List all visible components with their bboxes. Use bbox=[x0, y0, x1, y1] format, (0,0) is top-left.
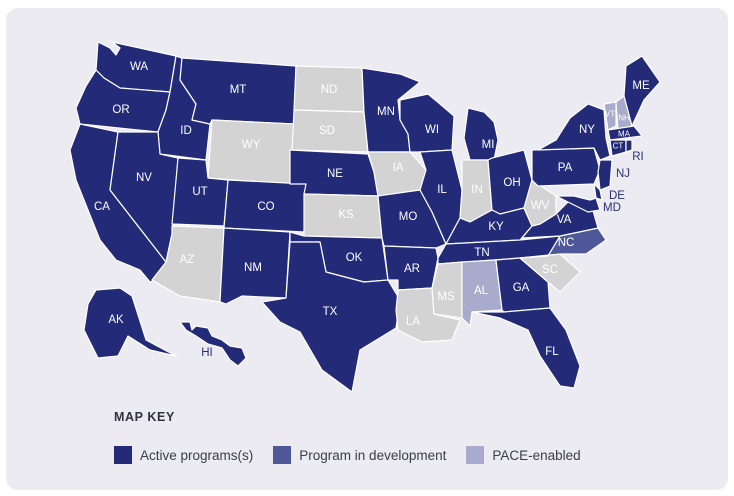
state-label-ma: MA bbox=[618, 130, 631, 139]
state-wy bbox=[207, 119, 295, 185]
state-label-ca: CA bbox=[94, 201, 110, 213]
state-label-oh: OH bbox=[503, 177, 520, 189]
state-label-mt: MT bbox=[230, 84, 247, 96]
state-label-al: AL bbox=[474, 285, 489, 297]
key-label-active: Active programs(s) bbox=[140, 447, 254, 463]
state-label-id: ID bbox=[180, 125, 192, 137]
state-de bbox=[593, 183, 603, 201]
state-label-wi: WI bbox=[425, 124, 439, 136]
state-label-wy: WY bbox=[242, 139, 261, 151]
state-fl bbox=[471, 307, 581, 389]
state-label-vt: VT bbox=[605, 110, 615, 119]
state-label-mn: MN bbox=[377, 106, 395, 118]
state-ak bbox=[83, 287, 177, 359]
state-label-wv: WV bbox=[531, 200, 550, 212]
state-vt bbox=[603, 101, 617, 131]
state-hi bbox=[179, 321, 247, 367]
key-label-pace: PACE-enabled bbox=[492, 447, 581, 463]
state-label-ky: KY bbox=[488, 221, 504, 233]
state-label-me: ME bbox=[632, 80, 650, 92]
state-ma bbox=[607, 125, 643, 141]
state-md bbox=[555, 195, 601, 213]
state-label-sd: SD bbox=[319, 125, 335, 137]
key-item-development: Program in development bbox=[273, 446, 446, 464]
state-label-mi: MI bbox=[482, 139, 495, 151]
state-label-la: LA bbox=[406, 316, 420, 328]
state-label-nd: ND bbox=[321, 84, 338, 96]
state-label-ar: AR bbox=[404, 263, 420, 275]
key-item-pace: PACE-enabled bbox=[466, 446, 581, 464]
state-label-ks: KS bbox=[338, 209, 354, 221]
state-label-ne: NE bbox=[327, 168, 343, 180]
state-label-nm: NM bbox=[244, 262, 262, 274]
state-label-hi: HI bbox=[201, 347, 213, 359]
key-item-active: Active programs(s) bbox=[114, 446, 253, 464]
state-label-ia: IA bbox=[393, 162, 404, 174]
state-label-ak: AK bbox=[108, 314, 124, 326]
state-label-ct: CT bbox=[613, 142, 624, 151]
state-ny bbox=[537, 103, 611, 161]
state-label-in: IN bbox=[471, 184, 483, 196]
map-key-items: Active programs(s) Program in developmen… bbox=[114, 446, 601, 464]
state-label-il: IL bbox=[437, 184, 447, 196]
state-ia bbox=[367, 151, 427, 197]
state-label-or: OR bbox=[112, 104, 129, 116]
state-label-fl: FL bbox=[545, 346, 559, 358]
state-label-ny: NY bbox=[579, 124, 595, 136]
map-key-title: MAP KEY bbox=[114, 410, 175, 424]
pace-swatch bbox=[466, 446, 485, 464]
state-label-nj: NJ bbox=[616, 168, 630, 180]
development-swatch bbox=[273, 446, 292, 464]
state-label-ga: GA bbox=[513, 282, 530, 294]
state-mi bbox=[463, 107, 499, 161]
state-label-nv: NV bbox=[136, 172, 152, 184]
state-label-co: CO bbox=[257, 201, 274, 213]
state-nc bbox=[519, 227, 607, 259]
state-label-ri: RI bbox=[632, 151, 644, 163]
state-label-az: AZ bbox=[180, 254, 195, 266]
state-label-pa: PA bbox=[558, 162, 573, 174]
key-label-development: Program in development bbox=[299, 447, 447, 463]
state-label-nh: NH bbox=[618, 114, 630, 123]
state-label-va: VA bbox=[557, 214, 572, 226]
map-key: MAP KEY Active programs(s) Program in de… bbox=[114, 410, 581, 464]
state-label-de: DE bbox=[609, 190, 625, 202]
state-tx bbox=[261, 241, 401, 393]
state-label-sc: SC bbox=[542, 264, 558, 276]
state-label-ok: OK bbox=[346, 252, 363, 264]
state-label-tx: TX bbox=[323, 306, 338, 318]
state-label-wa: WA bbox=[130, 61, 148, 73]
state-nj bbox=[597, 159, 613, 191]
state-label-md: MD bbox=[603, 202, 621, 214]
state-label-tn: TN bbox=[474, 247, 489, 259]
state-label-mo: MO bbox=[399, 211, 418, 223]
active-swatch bbox=[114, 446, 132, 464]
state-label-nc: NC bbox=[558, 237, 575, 249]
state-label-ut: UT bbox=[192, 186, 207, 198]
state-ri bbox=[625, 139, 633, 153]
state-label-ms: MS bbox=[437, 291, 455, 303]
state-ms bbox=[431, 261, 463, 319]
